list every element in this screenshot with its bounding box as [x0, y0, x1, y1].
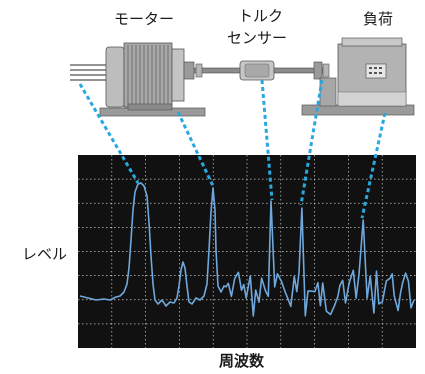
load-label: 負荷: [363, 10, 394, 28]
torque-sensor-label-line2: センサー: [227, 29, 288, 47]
leader-motor-left: [78, 83, 140, 184]
leader-load-left: [299, 79, 324, 206]
torque-sensor-icon: [239, 60, 275, 81]
motor-label: モーター: [114, 10, 175, 28]
spectrum-trace: [79, 182, 415, 317]
torque-sensor-label-line1: トルク: [238, 7, 284, 25]
leader-lines: [78, 79, 387, 219]
y-axis-label: レベル: [22, 245, 68, 263]
motor-icon: [70, 42, 206, 117]
leader-load-right: [360, 112, 387, 219]
leader-sensor: [260, 79, 274, 201]
x-axis-label: 周波数: [219, 352, 265, 370]
load-machine-icon: [301, 37, 415, 116]
